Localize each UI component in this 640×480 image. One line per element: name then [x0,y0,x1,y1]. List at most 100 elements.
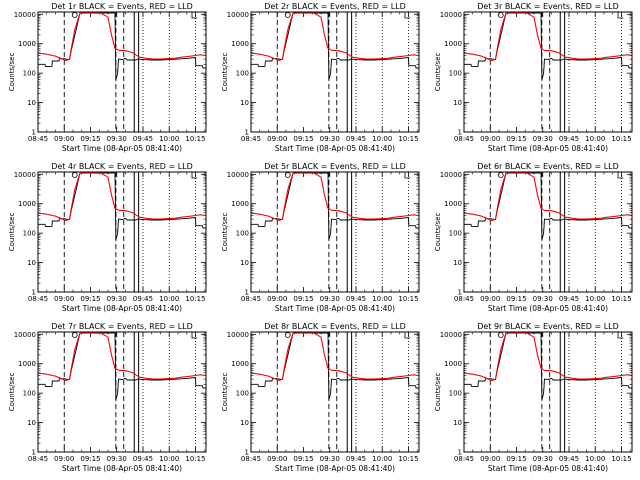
x-tick-label: 09:30 [320,295,340,303]
y-tick-label: 10 [240,419,249,427]
x-tick-label: 09:45 [346,455,366,463]
bracket-marker [404,12,411,19]
x-axis-label: Start Time (08-Apr-05 08:41:40) [488,144,608,153]
x-tick-label: 10:00 [585,455,605,463]
series-line-lld [37,172,207,222]
y-tick-label: 1000 [444,200,462,208]
y-tick-label: 10 [27,259,36,267]
y-axis-label: Counts/sec [8,53,16,92]
peak-marker [71,12,78,18]
plot-frame [37,11,207,133]
bracket-marker [617,332,624,339]
x-tick-label: 09:15 [80,455,100,463]
plot-frame [250,331,420,453]
y-tick-label: 1000 [231,200,249,208]
y-tick-label: 100 [449,230,462,238]
panel-title: Det 7r BLACK = Events, RED = LLD [51,322,193,331]
series-line-events [464,12,632,81]
x-tick-label: 09:45 [559,295,579,303]
x-tick-label: 09:00 [267,135,287,143]
y-tick-label: 10 [240,259,249,267]
x-tick-label: 10:15 [611,295,631,303]
x-tick-label: 09:45 [346,295,366,303]
plot-frame [250,171,420,293]
series-line-events [251,12,419,81]
y-tick-label: 1 [458,129,462,137]
y-tick-label: 1000 [18,360,36,368]
x-tick-label: 08:45 [454,295,474,303]
x-tick-label: 10:15 [398,295,418,303]
plot-frame [250,11,420,133]
series-line-lld [250,12,420,62]
series-line-events [38,12,206,81]
y-tick-label: 10 [240,99,249,107]
x-tick-label: 09:15 [293,295,313,303]
x-tick-label: 09:30 [107,455,127,463]
x-tick-label: 08:45 [241,295,261,303]
x-tick-label: 09:00 [54,295,74,303]
panel-7: Det 7r BLACK = Events, RED = LLD Counts/s… [8,322,207,473]
y-tick-label: 10000 [227,171,249,179]
peak-marker [71,332,78,338]
panel-title: Det 3r BLACK = Events, RED = LLD [477,2,619,11]
y-tick-label: 100 [23,70,36,78]
y-tick-label: 1000 [18,40,36,48]
y-tick-label: 100 [23,230,36,238]
y-tick-label: 10 [27,419,36,427]
y-tick-label: 100 [236,390,249,398]
panel-5: Det 5r BLACK = Events, RED = LLD Counts/s… [221,162,420,313]
y-tick-label: 1 [32,289,36,297]
x-tick-label: 08:45 [454,455,474,463]
plot-frame [463,11,633,133]
x-tick-label: 10:15 [611,455,631,463]
panel-6: Det 6r BLACK = Events, RED = LLD Counts/s… [434,162,633,313]
y-tick-label: 10 [453,259,462,267]
y-tick-label: 100 [449,390,462,398]
series-line-lld [463,172,633,222]
y-axis-label: Counts/sec [434,213,442,252]
x-tick-label: 08:45 [241,135,261,143]
peak-marker [497,172,504,178]
panel-title: Det 1r BLACK = Events, RED = LLD [51,2,193,11]
y-tick-label: 1 [32,449,36,457]
series-line-lld [250,172,420,222]
x-tick-label: 09:00 [54,135,74,143]
panel-title: Det 9r BLACK = Events, RED = LLD [477,322,619,331]
x-tick-label: 10:00 [585,135,605,143]
x-tick-label: 09:45 [346,135,366,143]
x-tick-label: 10:15 [185,295,205,303]
y-axis-label: Counts/sec [8,373,16,412]
panel-title: Det 4r BLACK = Events, RED = LLD [51,162,193,171]
y-axis-label: Counts/sec [221,213,229,252]
y-tick-label: 10000 [14,331,36,339]
panel-2: Det 2r BLACK = Events, RED = LLD Counts/s… [221,2,420,153]
y-axis-label: Counts/sec [221,53,229,92]
x-tick-label: 10:00 [159,295,179,303]
y-tick-label: 10000 [14,11,36,19]
x-tick-label: 09:45 [559,455,579,463]
x-tick-label: 10:00 [372,135,392,143]
panel-3: Det 3r BLACK = Events, RED = LLD Counts/s… [434,2,633,153]
panel-title: Det 5r BLACK = Events, RED = LLD [264,162,406,171]
bracket-marker [617,172,624,179]
y-tick-label: 1000 [231,360,249,368]
plot-frame [37,331,207,453]
y-axis-label: Counts/sec [221,373,229,412]
series-line-events [38,332,206,401]
x-tick-label: 08:45 [241,455,261,463]
y-tick-label: 100 [236,230,249,238]
y-tick-label: 1000 [444,360,462,368]
bracket-marker [191,172,198,179]
y-tick-label: 10 [453,99,462,107]
x-axis-label: Start Time (08-Apr-05 08:41:40) [275,304,395,313]
panel-8: Det 8r BLACK = Events, RED = LLD Counts/s… [221,322,420,473]
panel-1: Det 1r BLACK = Events, RED = LLD Counts/s… [8,2,207,153]
series-line-lld [37,12,207,62]
x-tick-label: 10:00 [585,295,605,303]
y-axis-label: Counts/sec [434,53,442,92]
peak-marker [284,172,291,178]
x-tick-label: 09:00 [480,455,500,463]
x-tick-label: 09:15 [80,295,100,303]
x-tick-label: 09:00 [267,455,287,463]
panel-title: Det 6r BLACK = Events, RED = LLD [477,162,619,171]
